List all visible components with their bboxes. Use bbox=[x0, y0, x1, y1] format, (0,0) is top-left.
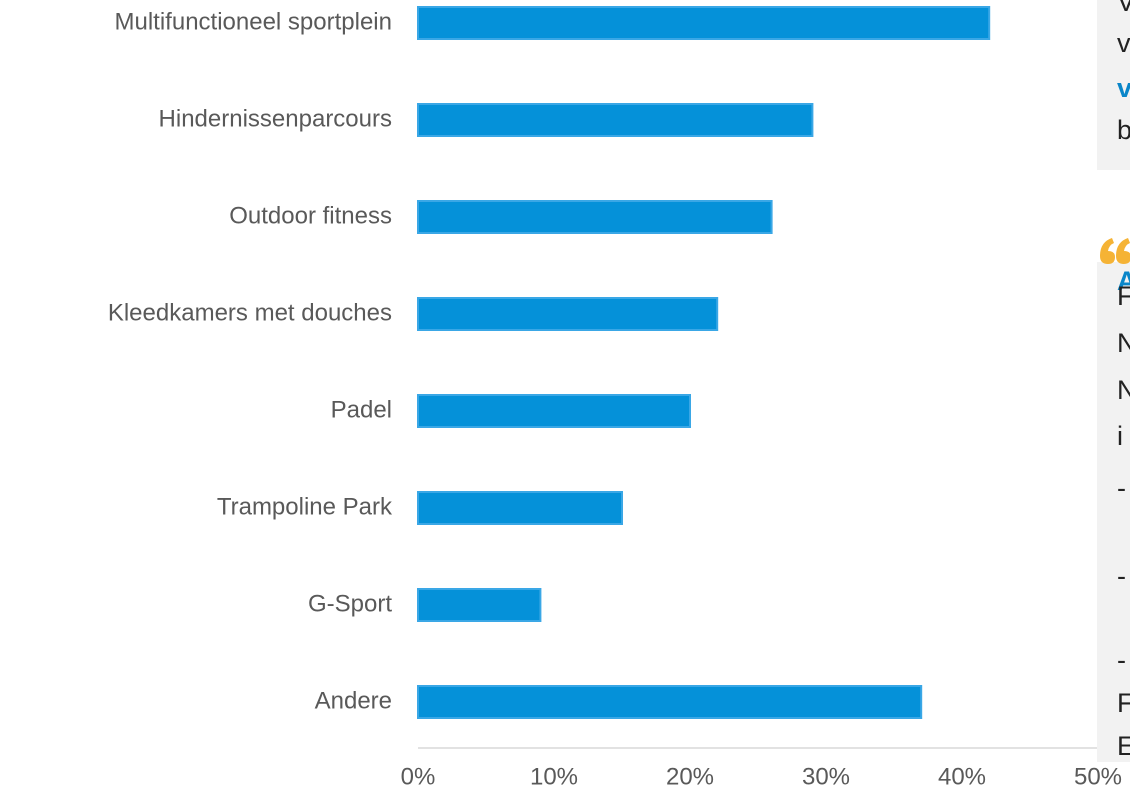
bar bbox=[417, 685, 923, 719]
side-text: F bbox=[1117, 688, 1130, 718]
category-label: Andere bbox=[315, 687, 392, 714]
x-tick-label: 0% bbox=[401, 763, 436, 790]
x-tick-label: 30% bbox=[802, 763, 850, 790]
side-text: N bbox=[1117, 375, 1130, 405]
bar bbox=[417, 394, 691, 428]
side-text: - bbox=[1117, 645, 1126, 675]
x-tick-label: 50% bbox=[1074, 763, 1122, 790]
side-panel bbox=[1097, 0, 1130, 170]
side-text: V bbox=[1117, 0, 1130, 17]
side-text: - bbox=[1117, 473, 1126, 503]
x-tick-label: 40% bbox=[938, 763, 986, 790]
category-label: Multifunctioneel sportplein bbox=[115, 8, 393, 35]
bar bbox=[417, 200, 773, 234]
bar bbox=[417, 103, 814, 137]
x-tick-label: 10% bbox=[530, 763, 578, 790]
side-text: F bbox=[1117, 281, 1130, 311]
side-text: A bbox=[1117, 266, 1130, 296]
side-text: v bbox=[1117, 28, 1130, 58]
category-label: Trampoline Park bbox=[217, 493, 393, 520]
side-text: E bbox=[1117, 731, 1130, 761]
side-panel bbox=[1097, 262, 1130, 762]
category-label: Kleedkamers met douches bbox=[108, 299, 392, 326]
side-text: - bbox=[1117, 561, 1126, 591]
category-label: Padel bbox=[331, 396, 392, 423]
bar bbox=[417, 491, 623, 525]
side-text: v bbox=[1117, 73, 1130, 103]
side-text: i bbox=[1117, 421, 1123, 451]
category-label: Hindernissenparcours bbox=[159, 105, 392, 132]
side-text: N bbox=[1117, 328, 1130, 358]
bar bbox=[417, 588, 542, 622]
bar bbox=[417, 297, 719, 331]
category-label: Outdoor fitness bbox=[229, 202, 392, 229]
quote-icon bbox=[1100, 238, 1130, 264]
category-label: G-Sport bbox=[308, 590, 392, 617]
side-text: b bbox=[1117, 115, 1130, 145]
bar bbox=[417, 6, 991, 40]
x-tick-label: 20% bbox=[666, 763, 714, 790]
